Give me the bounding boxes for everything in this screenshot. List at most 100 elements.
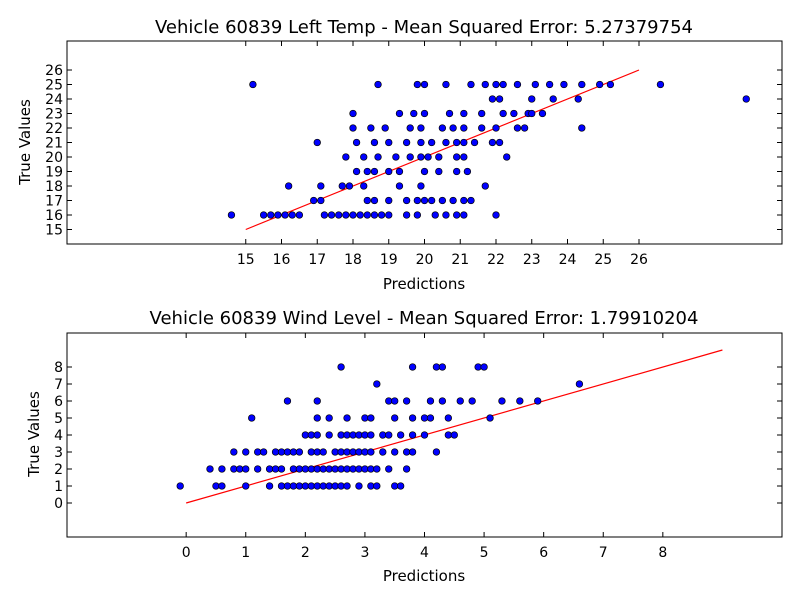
data-point [498, 397, 506, 405]
data-point [373, 380, 381, 388]
data-point [606, 80, 615, 89]
x-axis-ticks: 15 16 17 18 19 20 21 22 23 24 25 26 [237, 41, 648, 268]
y-tick-label: 3 [54, 445, 63, 461]
x-tick-label: 22 [487, 252, 505, 268]
data-point [218, 465, 226, 473]
data-point [402, 196, 411, 205]
data-point [363, 196, 371, 205]
data-point [460, 109, 468, 118]
data-point [467, 196, 475, 205]
y-tick-label: 8 [54, 360, 63, 376]
data-point [467, 80, 475, 89]
y-tick-label: 21 [45, 136, 63, 152]
data-point [402, 465, 411, 473]
fit-line [186, 349, 723, 504]
data-point [575, 380, 584, 388]
data-point [254, 465, 262, 473]
data-point [513, 80, 522, 89]
data-point [367, 414, 375, 422]
data-point [420, 431, 429, 439]
data-point [385, 138, 393, 147]
y-tick-label: 5 [54, 411, 63, 427]
data-point [417, 138, 425, 147]
data-point [395, 182, 404, 190]
data-point [426, 414, 435, 422]
data-point [453, 153, 461, 161]
data-point [283, 397, 292, 405]
data-point [431, 211, 439, 219]
x-tick-label: 0 [182, 545, 191, 561]
data-point [503, 153, 511, 161]
data-point [408, 414, 417, 422]
x-tick-label: 19 [380, 252, 398, 268]
data-point [463, 167, 472, 176]
data-point [374, 153, 382, 161]
y-axis-label: True Values [16, 99, 34, 186]
data-point [460, 138, 468, 147]
data-point [248, 414, 256, 422]
data-point [313, 414, 321, 422]
data-point [453, 138, 461, 147]
data-point [442, 80, 450, 89]
data-points [227, 80, 750, 219]
data-point [402, 138, 411, 147]
x-tick-label: 23 [523, 252, 541, 268]
data-point [426, 397, 435, 405]
data-point [317, 196, 325, 205]
x-tick-label: 24 [559, 252, 577, 268]
data-point [468, 397, 476, 405]
data-point [435, 167, 443, 176]
data-point [385, 211, 393, 219]
data-point [385, 167, 393, 176]
data-point [406, 124, 414, 132]
chart-left-temp: Vehicle 60839 Left Temp - Mean Squared E… [16, 17, 783, 293]
data-point [381, 124, 389, 132]
y-tick-label: 7 [54, 377, 63, 393]
data-point [385, 431, 393, 439]
data-point [397, 431, 405, 439]
y-tick-label: 6 [54, 394, 63, 410]
data-point [319, 448, 327, 456]
data-point [410, 109, 418, 118]
y-tick-label: 22 [45, 121, 63, 137]
y-tick-label: 19 [45, 165, 63, 181]
data-point [385, 196, 393, 205]
x-tick-label: 3 [360, 545, 369, 561]
data-point [488, 138, 497, 147]
data-point [281, 211, 289, 219]
data-point [486, 414, 494, 422]
data-point [327, 211, 336, 219]
x-tick-label: 5 [480, 545, 489, 561]
data-point [395, 167, 404, 176]
data-point [363, 211, 371, 219]
data-point [277, 465, 286, 473]
data-point [578, 124, 586, 132]
x-tick-label: 6 [539, 545, 548, 561]
y-tick-label: 18 [45, 179, 63, 195]
data-point [495, 138, 504, 147]
data-point [481, 80, 489, 89]
data-point [343, 414, 351, 422]
data-point [413, 80, 422, 89]
data-point [343, 482, 351, 490]
data-point [578, 80, 586, 89]
data-points [176, 363, 584, 490]
data-point [360, 182, 368, 190]
data-point [492, 124, 500, 132]
data-point [442, 138, 450, 147]
x-axis-ticks: 0 1 2 3 4 5 6 7 8 [182, 333, 667, 561]
data-point [259, 211, 268, 219]
chart-title: Vehicle 60839 Left Temp - Mean Squared E… [155, 17, 693, 38]
data-point [377, 211, 386, 219]
data-point [310, 196, 318, 205]
data-point [317, 182, 325, 190]
data-point [531, 80, 539, 89]
data-point [342, 211, 350, 219]
data-point [373, 482, 381, 490]
data-point [391, 448, 399, 456]
x-axis-label: Predictions [383, 275, 466, 293]
data-point [349, 124, 357, 132]
data-point [528, 109, 536, 118]
